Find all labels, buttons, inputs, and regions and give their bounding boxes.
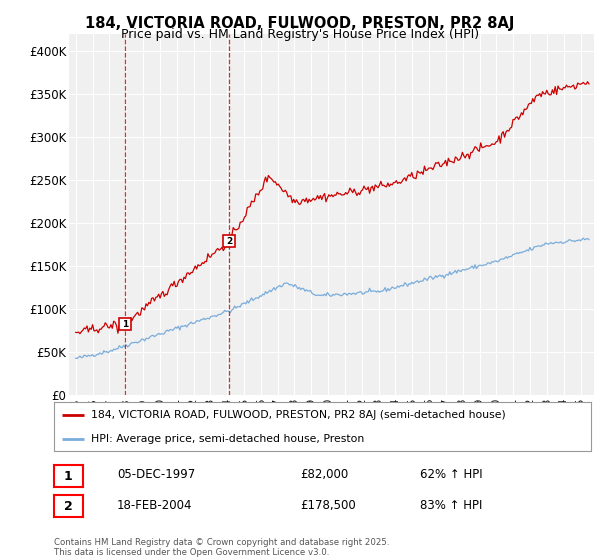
Text: Price paid vs. HM Land Registry's House Price Index (HPI): Price paid vs. HM Land Registry's House … xyxy=(121,28,479,41)
Text: 184, VICTORIA ROAD, FULWOOD, PRESTON, PR2 8AJ (semi-detached house): 184, VICTORIA ROAD, FULWOOD, PRESTON, PR… xyxy=(91,410,505,420)
Text: Contains HM Land Registry data © Crown copyright and database right 2025.
This d: Contains HM Land Registry data © Crown c… xyxy=(54,538,389,557)
Text: 18-FEB-2004: 18-FEB-2004 xyxy=(117,498,193,512)
Text: 05-DEC-1997: 05-DEC-1997 xyxy=(117,468,195,482)
Text: 2: 2 xyxy=(64,500,73,513)
Text: HPI: Average price, semi-detached house, Preston: HPI: Average price, semi-detached house,… xyxy=(91,434,364,444)
Text: £82,000: £82,000 xyxy=(300,468,348,482)
Text: 1: 1 xyxy=(122,320,128,329)
Text: 62% ↑ HPI: 62% ↑ HPI xyxy=(420,468,482,482)
Text: 184, VICTORIA ROAD, FULWOOD, PRESTON, PR2 8AJ: 184, VICTORIA ROAD, FULWOOD, PRESTON, PR… xyxy=(85,16,515,31)
Text: 83% ↑ HPI: 83% ↑ HPI xyxy=(420,498,482,512)
Text: 1: 1 xyxy=(64,469,73,483)
Text: £178,500: £178,500 xyxy=(300,498,356,512)
Text: 2: 2 xyxy=(226,237,232,246)
